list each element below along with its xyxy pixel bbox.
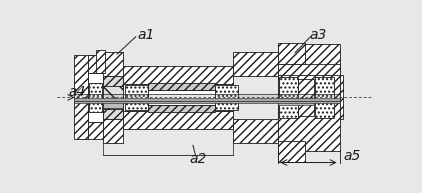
Bar [233,119,278,142]
Bar [103,100,122,108]
Bar [298,79,314,116]
Bar [103,52,122,75]
Bar [125,85,148,110]
Bar [315,77,334,118]
Bar [88,56,103,73]
Bar [103,119,122,142]
Bar [279,77,298,118]
Bar [278,64,340,75]
Bar [278,75,340,119]
Bar [148,105,215,112]
Bar [122,65,233,84]
Bar [103,75,122,85]
Bar [148,90,215,105]
Bar [278,44,340,151]
Text: a5: a5 [344,149,361,163]
Bar [89,83,103,112]
Bar [215,85,238,110]
Bar [278,98,314,105]
Bar [88,122,103,139]
Bar [233,52,278,75]
Text: a1: a1 [137,28,154,42]
Bar [74,55,88,139]
Bar [103,109,122,119]
Bar [148,83,215,90]
Bar [122,84,233,111]
Text: a4: a4 [68,85,86,99]
Text: a3: a3 [309,28,326,42]
Bar [122,111,233,130]
Bar [88,73,122,122]
Bar [278,141,305,162]
Bar [340,75,344,119]
Bar [278,43,305,64]
Text: a2: a2 [189,152,207,166]
Bar [74,98,340,103]
Bar [103,77,122,119]
Bar [96,50,106,73]
Bar [88,56,103,73]
